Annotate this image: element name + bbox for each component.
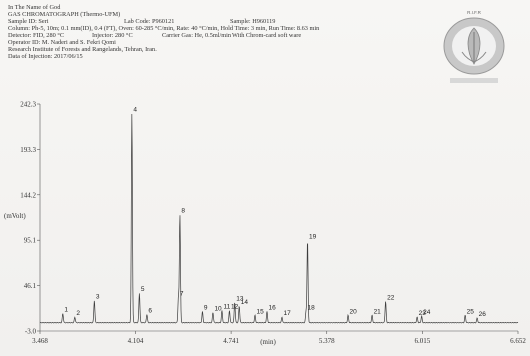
x-axis-label: (min) — [260, 338, 276, 346]
peak-label-23: 23 — [419, 310, 427, 317]
x-tick-label: 4.104 — [128, 337, 144, 345]
peak-label-9: 9 — [204, 305, 208, 312]
header-line-7: Research Institute of Forests and Rangel… — [8, 46, 157, 53]
logo-acronym: R.I.F.R — [467, 10, 482, 15]
peak-label-18: 18 — [308, 305, 316, 312]
carrier-gas: Carrier Gas: He, 0.5ml/min — [162, 32, 232, 39]
peak-label-12: 12 — [231, 304, 239, 311]
header-line-8: Data of Injection: 2017/06/15 — [8, 53, 83, 60]
detector: Detector: FID, 280 °C — [8, 32, 65, 39]
header-line-4: Column: Ph-5, 10m; 0.1 mm(ID), 0.4 (FT),… — [8, 25, 320, 32]
peak-label-5: 5 — [141, 286, 145, 293]
y-axis-label: (mVolt) — [4, 212, 26, 220]
peak-label-19: 19 — [309, 233, 317, 240]
software: With Chrom-card soft ware — [232, 32, 302, 39]
y-tick-label: 46.1 — [24, 282, 37, 290]
peak-label-11: 11 — [223, 304, 230, 311]
header-line-1: In The Name of God — [8, 4, 61, 11]
y-axis-ticks: 242.3 193.3 144.2 95.1 46.1 -3.0 — [20, 101, 40, 336]
peak-label-3: 3 — [96, 293, 100, 300]
peak-label-10: 10 — [214, 305, 222, 312]
peak-label-1: 1 — [64, 306, 68, 313]
sample-id: Sample ID: Seri — [8, 18, 49, 25]
y-tick-label: -3.0 — [25, 328, 37, 336]
peak-label-24: 24 — [423, 309, 431, 316]
x-tick-label: 6.015 — [414, 337, 430, 345]
peak-label-22: 22 — [387, 294, 395, 301]
peak-label-8: 8 — [181, 207, 185, 214]
header-line-5: Detector: FID, 280 °C Injector: 280 °C C… — [8, 32, 301, 39]
x-tick-label: 4.741 — [223, 337, 239, 345]
peak-label-25: 25 — [467, 308, 475, 315]
injector: Injector: 280 °C — [92, 32, 133, 39]
header-line-2: GAS CHROMATOGRAPH (Thermo-UFM) — [8, 11, 121, 18]
header-line-3: Sample ID: Seri Lab Code: P960121 Sample… — [8, 18, 275, 25]
peak-label-26: 26 — [479, 311, 487, 318]
header-line-6: Operator ID: M. Naderi and S. Fekri Qomi — [8, 39, 116, 46]
peak-label-15: 15 — [256, 308, 264, 315]
x-axis-ticks: 3.468 4.104 4.741 5.378 6.015 6.652 — [32, 331, 526, 345]
y-tick-label: 242.3 — [20, 101, 36, 109]
chromatogram-trace — [39, 113, 519, 324]
x-tick-label: 3.468 — [32, 337, 48, 345]
peak-label-16: 16 — [268, 305, 276, 312]
sample-name: Sample: H960119 — [230, 18, 276, 25]
peak-label-14: 14 — [241, 299, 249, 306]
x-tick-label: 6.652 — [510, 337, 526, 345]
peak-label-7: 7 — [180, 291, 184, 298]
x-tick-label: 5.378 — [319, 337, 335, 345]
peak-label-13: 13 — [236, 295, 244, 302]
peak-label-21: 21 — [374, 308, 382, 315]
peak-label-17: 17 — [284, 310, 292, 317]
y-tick-label: 144.2 — [20, 191, 36, 199]
y-tick-label: 95.1 — [24, 237, 37, 245]
peak-label-6: 6 — [148, 307, 152, 314]
y-tick-label: 193.3 — [20, 146, 36, 154]
institute-logo: R.I.F.R — [443, 10, 505, 83]
peak-label-4: 4 — [133, 107, 137, 114]
lab-code: Lab Code: P960121 — [124, 18, 175, 25]
peak-label-2: 2 — [76, 310, 80, 317]
peak-label-20: 20 — [350, 308, 358, 315]
